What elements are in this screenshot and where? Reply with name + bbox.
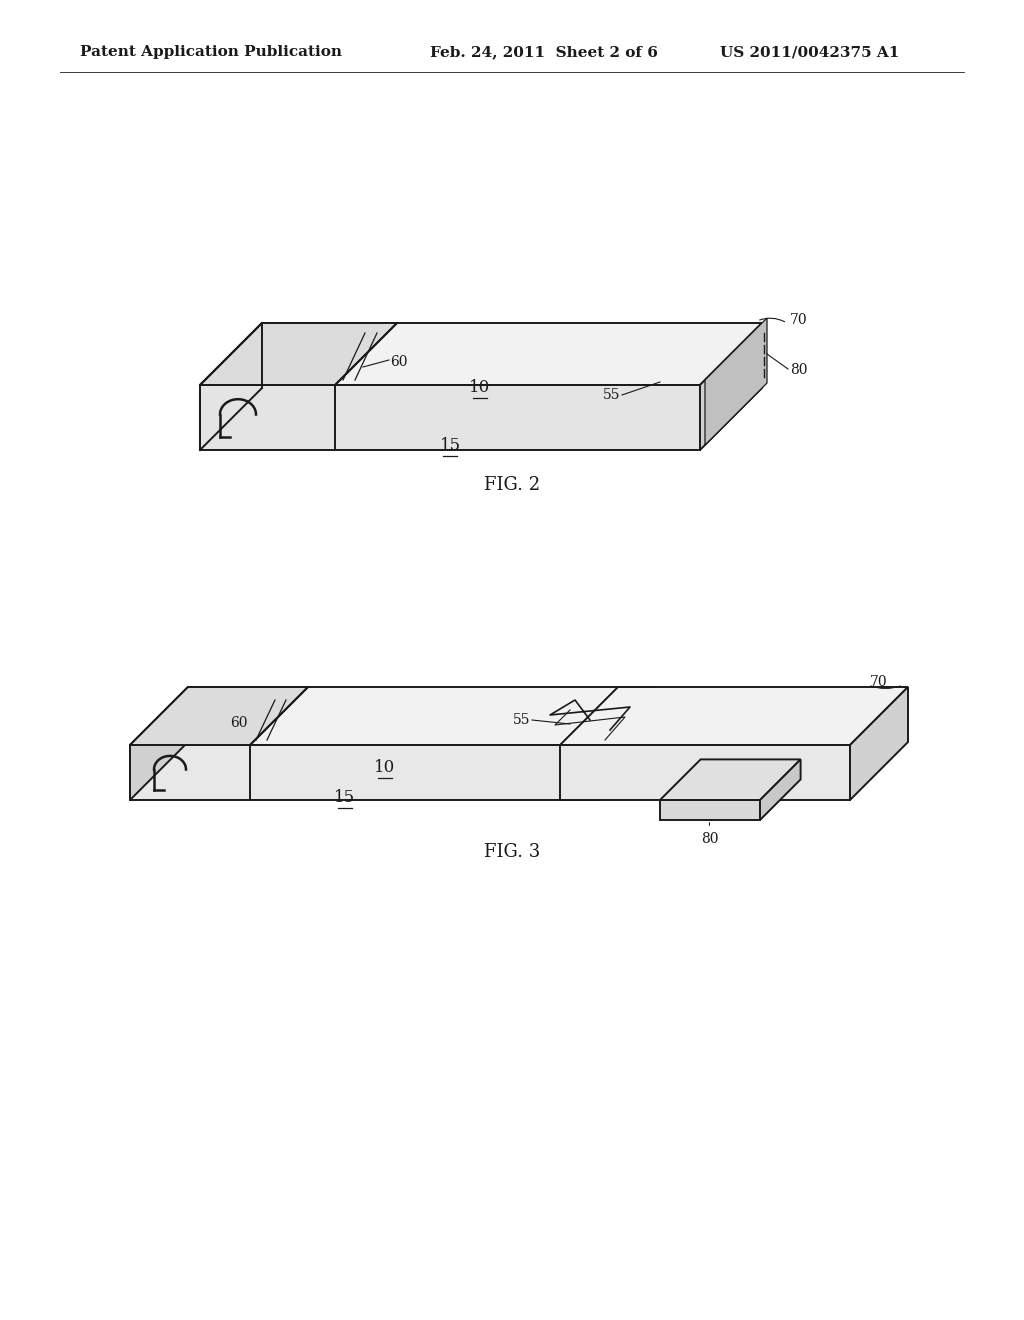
Text: 55: 55 <box>602 388 620 403</box>
Text: 80: 80 <box>790 363 808 378</box>
Polygon shape <box>560 686 658 744</box>
Text: 60: 60 <box>390 355 408 370</box>
Text: 15: 15 <box>439 437 461 454</box>
Polygon shape <box>660 800 760 820</box>
Text: FIG. 2: FIG. 2 <box>484 477 540 494</box>
Polygon shape <box>560 686 908 744</box>
Polygon shape <box>700 323 762 450</box>
Text: Patent Application Publication: Patent Application Publication <box>80 45 342 59</box>
Text: 60: 60 <box>230 715 248 730</box>
Polygon shape <box>130 686 308 744</box>
Text: 15: 15 <box>335 789 355 807</box>
Text: 70: 70 <box>870 675 888 689</box>
Polygon shape <box>660 759 801 800</box>
Polygon shape <box>705 318 767 445</box>
Polygon shape <box>130 686 188 800</box>
Text: 55: 55 <box>512 713 530 727</box>
Polygon shape <box>130 686 658 744</box>
Text: 80: 80 <box>701 832 719 846</box>
Text: 70: 70 <box>790 313 808 327</box>
Text: Feb. 24, 2011  Sheet 2 of 6: Feb. 24, 2011 Sheet 2 of 6 <box>430 45 657 59</box>
Polygon shape <box>200 323 397 385</box>
Text: 10: 10 <box>469 380 490 396</box>
Text: FIG. 3: FIG. 3 <box>484 843 540 861</box>
Text: US 2011/0042375 A1: US 2011/0042375 A1 <box>720 45 899 59</box>
Polygon shape <box>760 759 801 820</box>
Polygon shape <box>850 686 908 800</box>
Polygon shape <box>200 323 762 385</box>
Polygon shape <box>130 744 600 800</box>
Polygon shape <box>560 744 850 800</box>
Text: 10: 10 <box>375 759 395 776</box>
Polygon shape <box>565 744 595 800</box>
Polygon shape <box>200 385 700 450</box>
